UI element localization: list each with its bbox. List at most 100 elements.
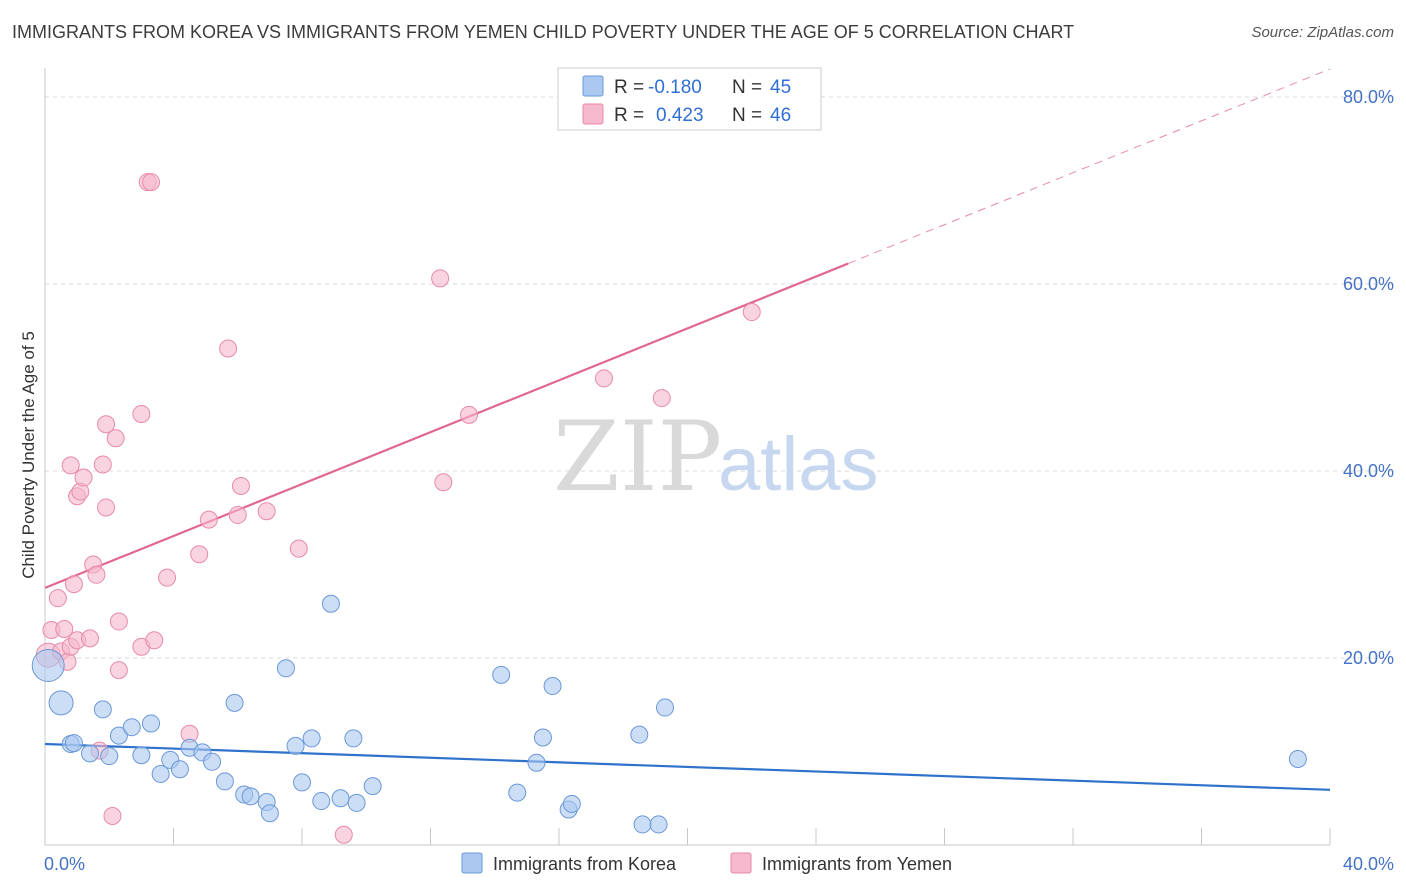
korea-point-37 xyxy=(543,677,562,696)
korea-point-44 xyxy=(1288,749,1307,768)
y-tick-label-80: 80.0% xyxy=(1343,87,1394,107)
korea-point-32 xyxy=(363,777,382,796)
points xyxy=(31,173,1307,844)
korea-point-29 xyxy=(331,789,350,808)
yemen-point-23 xyxy=(109,612,128,631)
bottom-yemen-label: Immigrants from Yemen xyxy=(762,854,952,874)
yemen-point-13 xyxy=(80,629,99,648)
yemen-point-40 xyxy=(434,473,453,492)
yemen-n-value: 46 xyxy=(770,105,791,126)
y-tick-label-60: 60.0% xyxy=(1343,274,1394,294)
watermark-zip: ZIP xyxy=(553,401,722,513)
y-tick-label-20: 20.0% xyxy=(1343,648,1394,668)
korea-point-13 xyxy=(170,760,189,779)
yemen-point-37 xyxy=(289,539,308,558)
yemen-trend-line xyxy=(44,262,849,589)
x-tick-label-min: 0.0% xyxy=(44,854,85,874)
yemen-point-28 xyxy=(145,631,164,650)
korea-legend-swatch xyxy=(582,75,604,97)
yemen-point-2 xyxy=(48,589,67,608)
korea-r-value: -0.180 xyxy=(648,77,702,98)
source-label: Source: ZipAtlas.com xyxy=(1251,24,1394,41)
yemen-point-15 xyxy=(87,565,106,584)
chart-title: IMMIGRANTS FROM KOREA VS IMMIGRANTS FROM… xyxy=(12,22,1075,42)
yemen-point-35 xyxy=(231,476,250,495)
yemen-point-8 xyxy=(64,575,83,594)
korea-point-18 xyxy=(225,693,244,712)
korea-point-25 xyxy=(293,773,311,792)
korea-point-30 xyxy=(344,729,363,748)
yemen-point-34 xyxy=(228,505,247,524)
yemen-point-29 xyxy=(158,568,177,587)
yemen-point-31 xyxy=(190,545,209,564)
gridlines xyxy=(45,96,1394,659)
korea-point-11 xyxy=(151,764,170,783)
yemen-point-20 xyxy=(103,807,122,826)
korea-trend-line xyxy=(44,742,1331,791)
yemen-trend-extension xyxy=(847,68,1331,265)
watermark-atlas: atlas xyxy=(718,422,879,507)
korea-point-36 xyxy=(533,728,552,747)
korea-point-35 xyxy=(527,753,546,772)
yemen-point-36 xyxy=(257,502,276,521)
yemen-point-41 xyxy=(460,405,479,424)
korea-point-39 xyxy=(562,794,581,813)
yemen-n-label: N = xyxy=(732,105,762,126)
watermark: ZIP atlas xyxy=(553,401,879,513)
korea-point-24 xyxy=(286,736,305,755)
yemen-point-17 xyxy=(93,455,112,474)
yemen-point-32 xyxy=(199,510,218,529)
korea-point-43 xyxy=(656,698,675,717)
series-legend: Immigrants from Korea Immigrants from Ye… xyxy=(461,852,952,874)
korea-point-6 xyxy=(100,747,119,766)
korea-n-label: N = xyxy=(732,77,762,98)
yemen-r-label: R = xyxy=(614,105,644,126)
yemen-point-18 xyxy=(97,498,116,517)
tick-labels: 20.0% 40.0% 60.0% 80.0% 0.0% 40.0% xyxy=(44,87,1394,874)
yemen-point-39 xyxy=(431,269,450,288)
korea-point-23 xyxy=(276,659,295,678)
yemen-point-4 xyxy=(55,620,74,639)
yemen-point-25 xyxy=(132,404,151,423)
yemen-point-33 xyxy=(219,339,238,358)
yemen-point-7 xyxy=(61,456,80,475)
korea-point-31 xyxy=(347,793,366,812)
yemen-point-27 xyxy=(142,173,161,192)
bottom-korea-swatch xyxy=(461,852,483,874)
korea-point-9 xyxy=(132,746,151,765)
yemen-point-19 xyxy=(97,415,116,434)
korea-point-17 xyxy=(215,772,234,791)
trendlines xyxy=(44,68,1331,791)
y-axis-label: Child Poverty Under the Age of 5 xyxy=(19,331,38,579)
korea-point-28 xyxy=(321,594,340,613)
korea-point-3 xyxy=(64,734,83,753)
yemen-legend-swatch xyxy=(582,103,604,125)
korea-point-8 xyxy=(122,718,141,737)
korea-point-5 xyxy=(93,700,112,719)
korea-point-42 xyxy=(649,815,668,834)
korea-point-20 xyxy=(241,787,260,806)
korea-point-26 xyxy=(302,729,321,748)
yemen-point-21 xyxy=(106,429,125,448)
axes xyxy=(44,68,1331,846)
yemen-point-42 xyxy=(594,369,613,388)
y-tick-label-40: 40.0% xyxy=(1343,461,1394,481)
yemen-point-12 xyxy=(74,468,93,487)
korea-point-7 xyxy=(109,726,128,745)
korea-point-22 xyxy=(260,804,279,823)
korea-point-41 xyxy=(633,815,652,834)
korea-point-0 xyxy=(31,648,65,682)
korea-point-16 xyxy=(203,752,222,771)
yemen-point-44 xyxy=(742,303,761,322)
yemen-point-38 xyxy=(334,825,353,844)
korea-point-1 xyxy=(48,690,74,716)
stats-legend: R = -0.180 N = 45 R = 0.423 N = 46 xyxy=(557,67,822,131)
korea-point-34 xyxy=(508,783,527,802)
bottom-korea-label: Immigrants from Korea xyxy=(493,854,677,874)
yemen-r-value: 0.423 xyxy=(656,105,704,126)
bottom-yemen-swatch xyxy=(730,852,752,874)
korea-n-value: 45 xyxy=(770,77,791,98)
korea-point-33 xyxy=(492,665,511,684)
x-tick-label-max: 40.0% xyxy=(1343,854,1394,874)
